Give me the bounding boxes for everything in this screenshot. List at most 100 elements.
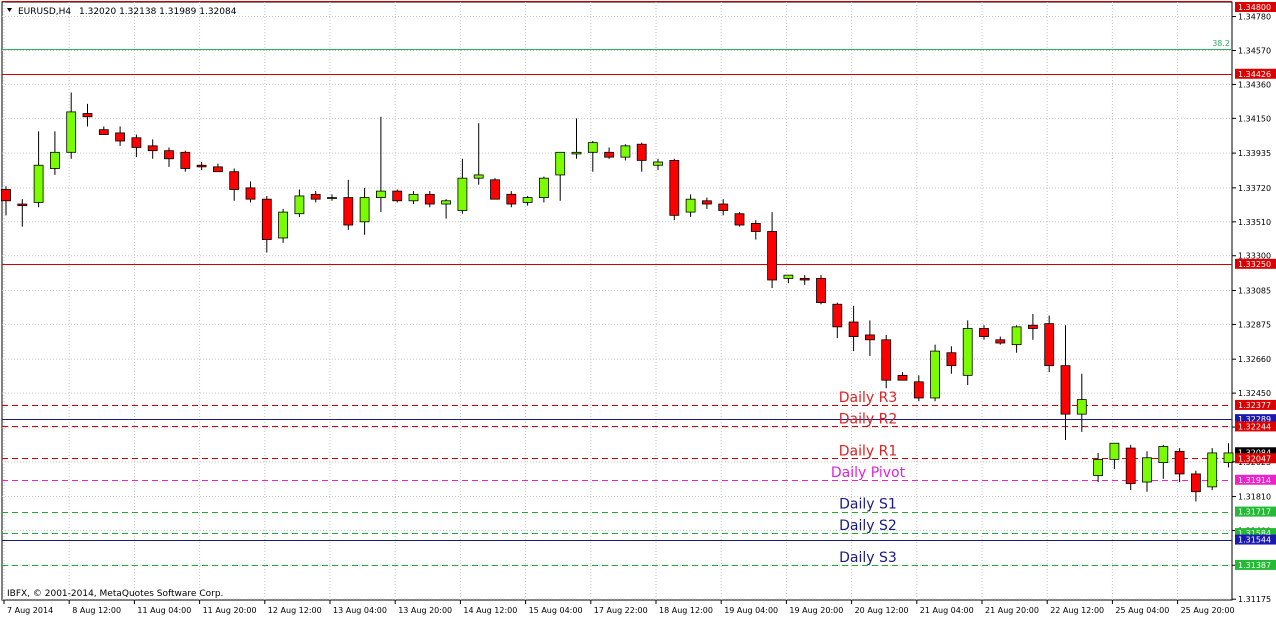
candle-body xyxy=(571,151,582,155)
candle xyxy=(1191,470,1201,502)
candle xyxy=(848,305,859,352)
candle xyxy=(604,147,614,159)
price-tag-label: 1.32084 xyxy=(1238,448,1271,457)
candle xyxy=(327,194,337,201)
candle-body xyxy=(946,352,957,367)
candle-body xyxy=(278,211,289,239)
price-tag xyxy=(1235,559,1276,570)
candle xyxy=(1011,325,1022,353)
candle xyxy=(897,372,908,381)
symbol-label: EURUSD,H4 xyxy=(18,7,71,17)
candle-body xyxy=(1191,473,1201,493)
x-tick-label: 25 Aug 20:00 xyxy=(1181,606,1235,615)
candle xyxy=(913,375,924,402)
candle-body xyxy=(848,321,859,337)
price-tag-label: 1.32047 xyxy=(1238,454,1271,463)
candle xyxy=(424,191,435,208)
candle-body xyxy=(555,151,566,176)
candle-body xyxy=(115,132,125,142)
candle-body xyxy=(408,193,419,202)
candle xyxy=(245,181,256,203)
candle-body xyxy=(196,164,207,168)
candle xyxy=(587,140,598,172)
candle-body xyxy=(718,203,729,211)
candle-body xyxy=(881,339,892,381)
candle-body xyxy=(392,190,403,202)
level-lines xyxy=(2,1,1232,566)
candle xyxy=(33,131,44,208)
candle-body xyxy=(620,145,631,158)
candle xyxy=(1044,315,1055,373)
candle xyxy=(1158,444,1169,479)
candle-body xyxy=(1011,326,1022,346)
price-tag-label: 1.34800 xyxy=(1238,3,1271,12)
candle-body xyxy=(180,151,191,169)
candle xyxy=(767,212,777,289)
candle-body xyxy=(33,164,44,203)
candle-body xyxy=(783,274,794,279)
candle-body xyxy=(98,129,109,135)
price-tag xyxy=(1235,534,1276,545)
candle xyxy=(82,103,93,127)
x-tick-label: 19 Aug 04:00 xyxy=(724,606,778,615)
candle-body xyxy=(1,189,11,202)
x-tick-label: 14 Aug 12:00 xyxy=(463,606,517,615)
candle-body xyxy=(327,197,337,199)
price-tag-label: 1.32289 xyxy=(1238,415,1271,424)
candle-body xyxy=(685,198,696,213)
candle xyxy=(620,144,631,161)
candle-body xyxy=(865,334,875,341)
candle xyxy=(147,139,158,159)
price-tag-label: 1.32377 xyxy=(1238,401,1271,410)
price-tag xyxy=(1235,453,1276,464)
price-tag xyxy=(1235,399,1276,410)
candle-body xyxy=(653,161,663,166)
candle xyxy=(1060,325,1071,440)
candle-body xyxy=(310,193,321,200)
candle-body xyxy=(261,198,272,240)
candle xyxy=(653,158,663,171)
x-tick-label: 21 Aug 20:00 xyxy=(985,606,1039,615)
copyright-text: IBFX, © 2001-2014, MetaQuotes Software C… xyxy=(7,589,223,599)
time-axis[interactable]: 7 Aug 2014 8 Aug 12:00 11 Aug 04:00 11 Aug … xyxy=(3,600,1235,615)
candle xyxy=(490,178,500,200)
candles xyxy=(1,92,1234,502)
candle-body xyxy=(1207,452,1218,488)
price-tag xyxy=(1235,447,1276,458)
candle-body xyxy=(212,166,223,173)
price-tag-label: 1.33250 xyxy=(1238,260,1271,269)
candle-body xyxy=(147,145,158,152)
candle xyxy=(261,195,272,253)
candle-body xyxy=(359,197,370,223)
candle-body xyxy=(1093,458,1103,476)
candle xyxy=(164,147,174,167)
y-tick-label: 1.33510 xyxy=(1238,218,1271,227)
x-tick-label: 11 Aug 04:00 xyxy=(137,606,191,615)
candle-body xyxy=(734,213,745,226)
chart-menu-triangle-icon[interactable] xyxy=(7,8,12,12)
candle xyxy=(1142,451,1152,492)
candle xyxy=(473,123,484,185)
x-tick-label: 11 Aug 20:00 xyxy=(203,606,257,615)
plot-area xyxy=(1,1,1233,601)
candle-body xyxy=(1060,365,1071,415)
candle xyxy=(962,320,973,386)
x-tick-label: 19 Aug 20:00 xyxy=(789,606,843,615)
candle-body xyxy=(799,277,810,281)
price-tag xyxy=(1235,68,1276,79)
candle xyxy=(212,163,223,173)
candle xyxy=(359,187,370,235)
candle xyxy=(457,158,468,214)
candle-body xyxy=(1125,447,1136,485)
y-tick-label: 1.34780 xyxy=(1238,13,1271,22)
x-tick-label: 25 Aug 04:00 xyxy=(1115,606,1169,615)
candle xyxy=(816,275,826,305)
price-tag-label: 1.32244 xyxy=(1238,422,1271,431)
candle-body xyxy=(979,328,989,337)
y-tick-label: 1.33935 xyxy=(1238,149,1271,158)
candle xyxy=(1174,448,1185,483)
candle-body xyxy=(490,179,500,200)
price-axis[interactable]: 1.34780 1.34570 1.34360 1.34150 1.33935 1.337… xyxy=(1232,2,1276,604)
